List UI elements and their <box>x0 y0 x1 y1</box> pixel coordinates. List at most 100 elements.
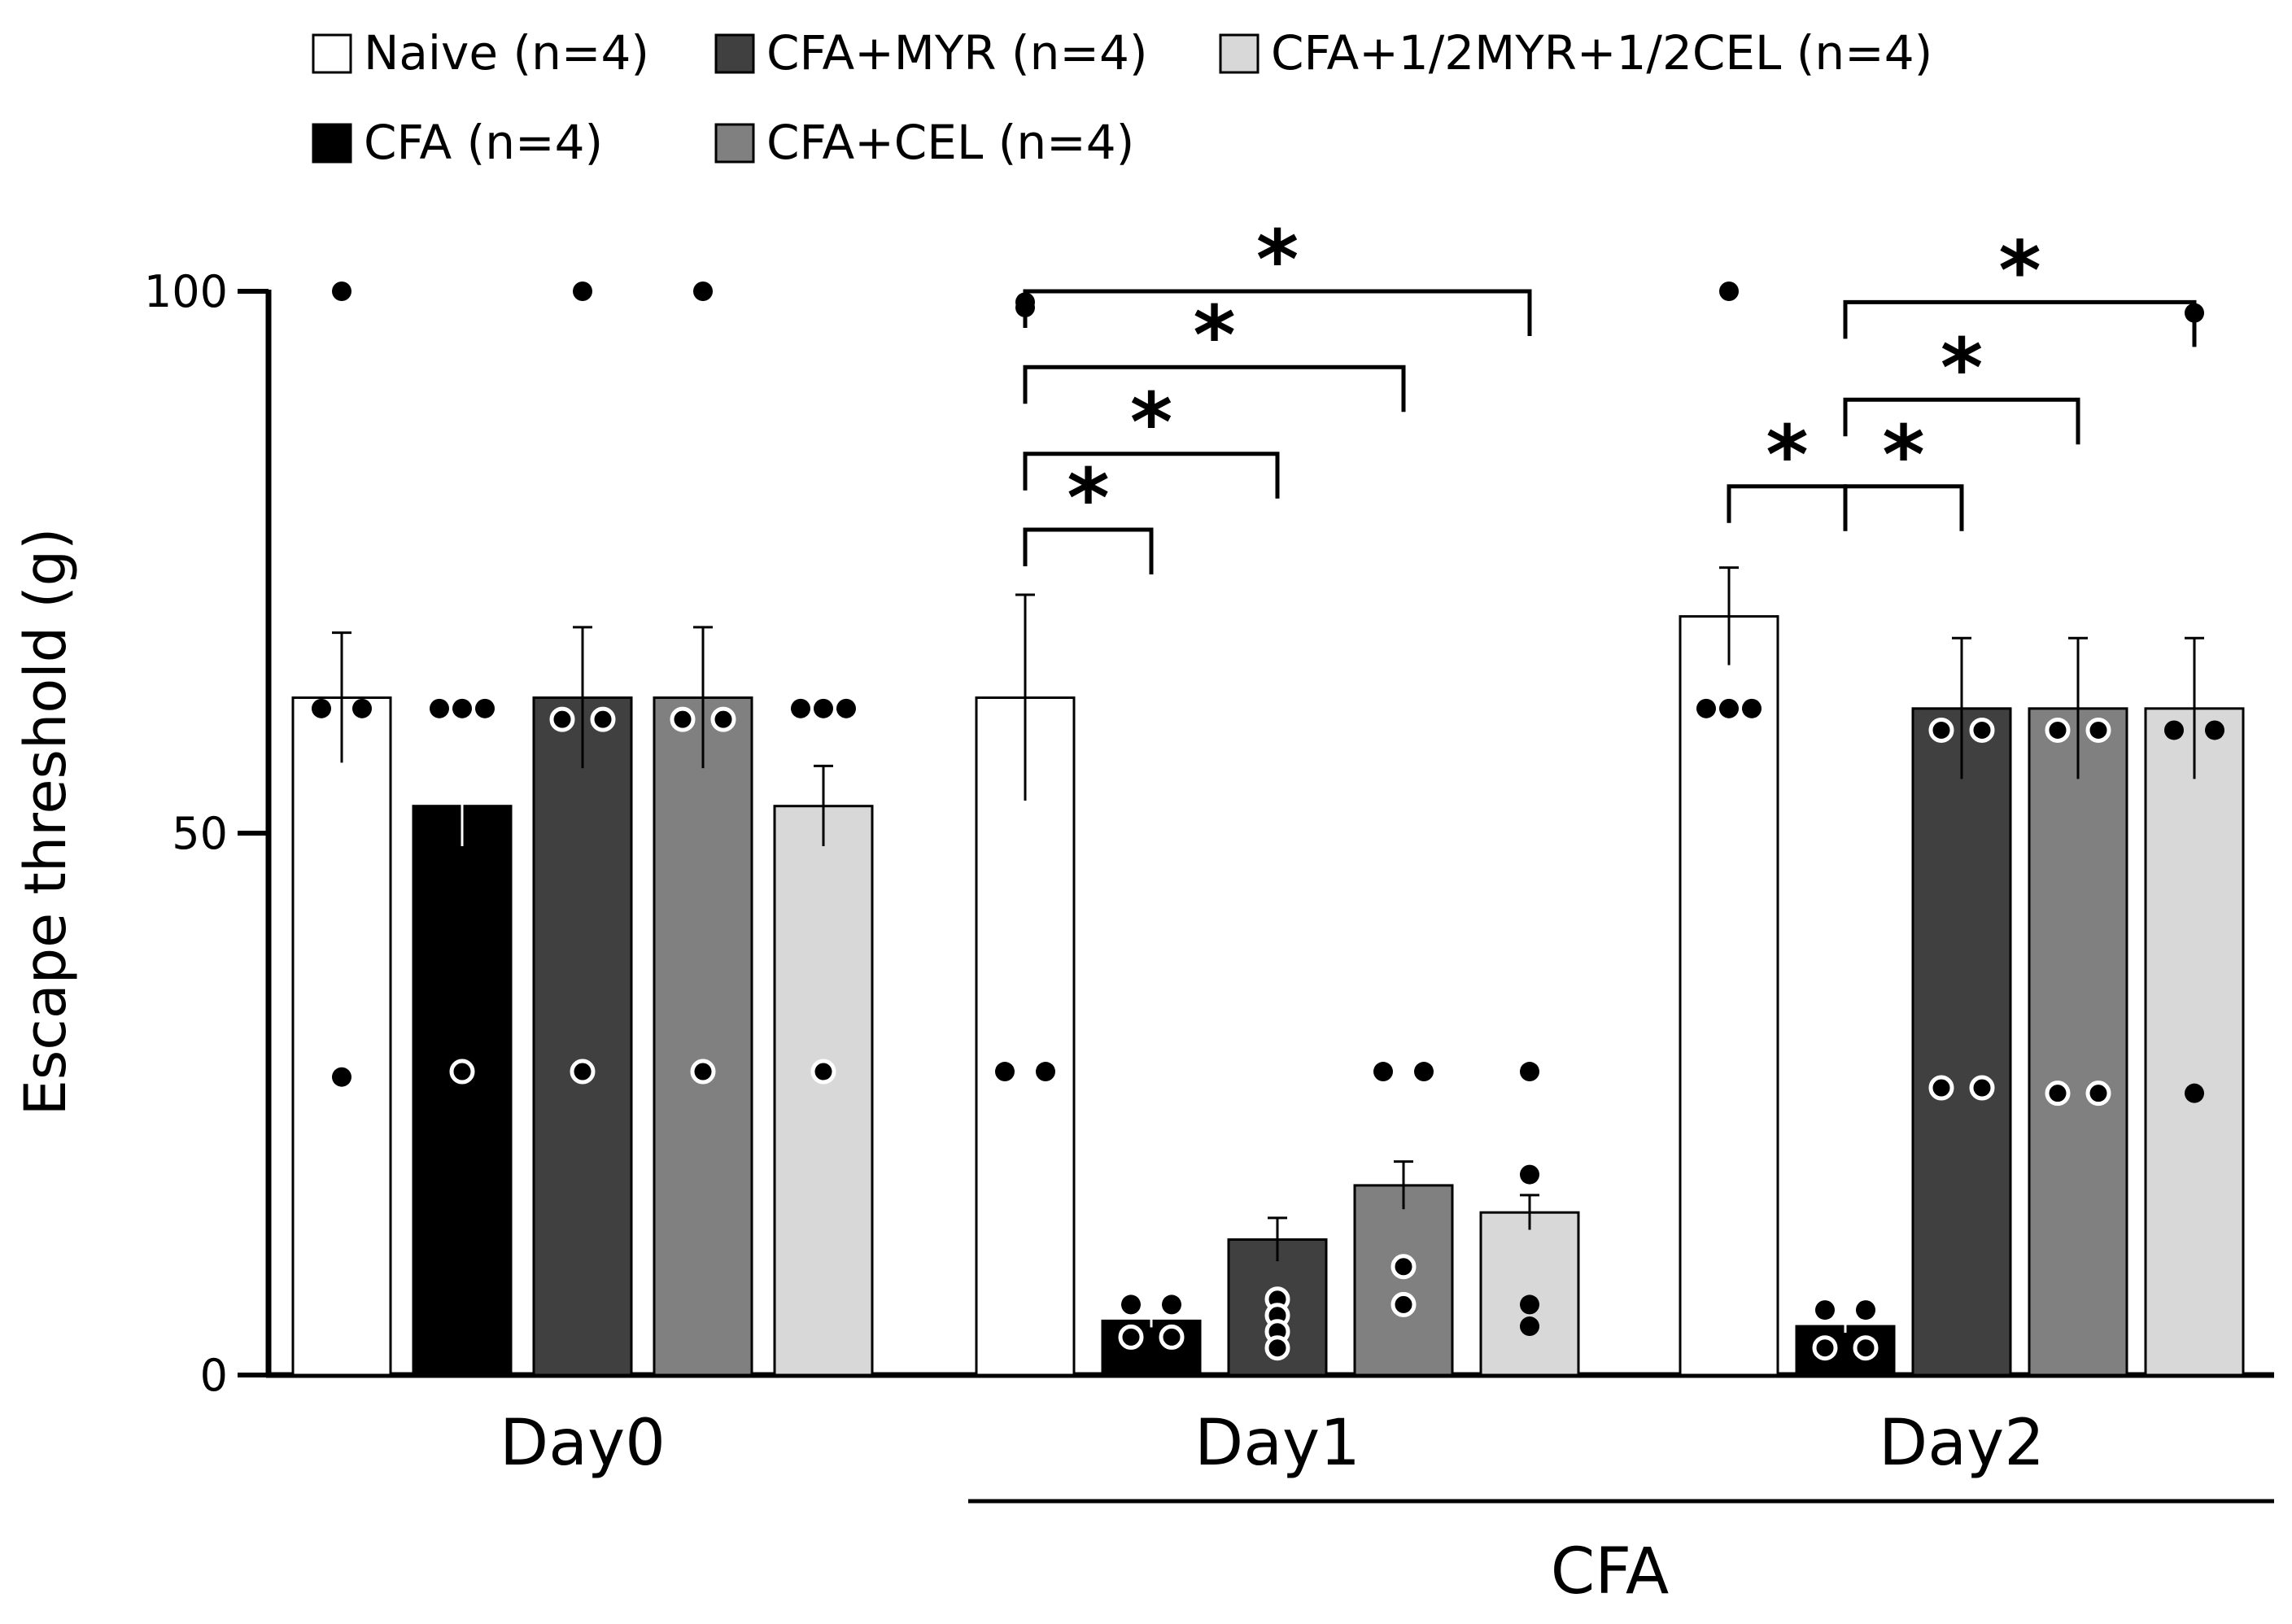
bar-day1-cfa-1-2myr-1-2cel-n-4-point-0 <box>1520 1062 1539 1082</box>
bar-day2-cfa-cel-n-4-point-3 <box>2085 1080 2111 1107</box>
legend-label-cfa-1-2myr-1-2cel-n-4: CFA+1/2MYR+1/2CEL (n=4) <box>1271 25 1932 81</box>
bar-day1-naive-n-4-point-2 <box>995 1062 1015 1082</box>
bar-day1-cfa-n-4-point-0 <box>1121 1294 1141 1315</box>
legend-label-cfa-myr-n-4: CFA+MYR (n=4) <box>766 25 1148 81</box>
group-label-day2: Day2 <box>1879 1407 2045 1480</box>
sig-bracket-day1-0-4 <box>1023 289 1532 336</box>
bar-day2-naive-n-4-point-3 <box>1742 698 1762 718</box>
group-label-day0: Day0 <box>500 1407 666 1480</box>
bar-day2-cfa-1-2myr-1-2cel-n-4-point-2 <box>2205 720 2224 740</box>
sig-bracket-day1-0-2 <box>1023 452 1280 499</box>
bar-day1-cfa-myr-n-4-point-3 <box>1264 1335 1290 1361</box>
bar-day0-cfa-n-4-point-0 <box>430 698 449 718</box>
legend-swatch-naive-n-4 <box>312 33 352 74</box>
sig-bracket-day1-0-3-star: * <box>1193 288 1235 383</box>
sig-bracket-day2-1-2 <box>1843 484 1964 531</box>
bar-day0-cfa-1-2myr-1-2cel-n-4-point-1 <box>814 698 833 718</box>
legend-label-cfa-n-4: CFA (n=4) <box>364 115 603 170</box>
sig-bracket-day2-1-3-star: * <box>1941 321 1983 416</box>
bar-day1-cfa-cel-n-4-point-0 <box>1373 1062 1393 1082</box>
bar-day2-naive-n-4 <box>1679 615 1779 1377</box>
bar-day0-cfa-cel-n-4-point-3 <box>690 1059 716 1085</box>
bar-day1-cfa-n-4 <box>1101 1319 1202 1377</box>
bar-day0-cfa-1-2myr-1-2cel-n-4 <box>773 805 874 1377</box>
bar-day2-cfa-myr-n-4 <box>1911 707 2012 1377</box>
bar-day1-cfa-1-2myr-1-2cel-n-4-point-1 <box>1520 1164 1539 1185</box>
bar-day0-naive-n-4-point-2 <box>352 698 372 718</box>
sig-bracket-day1-0-1 <box>1023 527 1154 575</box>
bar-day1-cfa-1-2myr-1-2cel-n-4 <box>1479 1211 1580 1377</box>
bar-day1-cfa-1-2myr-1-2cel-n-4-point-2 <box>1520 1294 1539 1315</box>
bar-day2-cfa-n-4 <box>1795 1325 1896 1377</box>
bar-day0-cfa-cel-n-4-point-1 <box>670 706 696 732</box>
legend-label-naive-n-4: Naive (n=4) <box>364 25 649 81</box>
bar-day1-naive-n-4 <box>975 696 1076 1377</box>
bar-day0-cfa-myr-n-4-point-0 <box>573 282 592 301</box>
bar-day2-cfa-cel-n-4-point-1 <box>2085 717 2111 743</box>
bar-day2-cfa-myr-n-4-point-3 <box>1969 1075 1995 1101</box>
bar-day0-cfa-1-2myr-1-2cel-n-4-point-2 <box>836 698 856 718</box>
bar-day2-cfa-n-4-point-2 <box>1812 1335 1838 1361</box>
sig-bracket-day2-1-2-star: * <box>1882 408 1924 503</box>
bar-day1-cfa-n-4-point-1 <box>1162 1294 1181 1315</box>
bar-day0-cfa-myr-n-4 <box>532 696 633 1377</box>
bar-day1-cfa-n-4-point-2 <box>1118 1324 1144 1350</box>
legend-label-cfa-cel-n-4: CFA+CEL (n=4) <box>766 115 1134 170</box>
bar-day2-cfa-cel-n-4 <box>2028 707 2128 1377</box>
bar-day0-cfa-myr-n-4-point-3 <box>570 1059 596 1085</box>
bar-day0-naive-n-4 <box>291 696 392 1377</box>
bar-day0-cfa-cel-n-4-point-0 <box>693 282 713 301</box>
bar-day2-cfa-n-4-point-3 <box>1853 1335 1879 1361</box>
legend-swatch-cfa-myr-n-4 <box>714 33 755 74</box>
sig-bracket-day1-0-2-star: * <box>1130 375 1172 470</box>
bar-day0-cfa-cel-n-4-point-2 <box>710 706 736 732</box>
group-label-day1: Day1 <box>1194 1407 1360 1480</box>
bar-day0-cfa-1-2myr-1-2cel-n-4-point-3 <box>810 1059 836 1085</box>
sig-bracket-day1-0-1-star: * <box>1067 451 1109 546</box>
legend-swatch-cfa-n-4 <box>312 123 352 164</box>
bar-day2-cfa-1-2myr-1-2cel-n-4-point-1 <box>2164 720 2184 740</box>
bar-day0-cfa-myr-n-4-point-1 <box>549 706 575 732</box>
bar-day0-naive-n-4-point-0 <box>332 282 351 301</box>
bar-day2-naive-n-4-point-0 <box>1719 282 1739 301</box>
y-tick-label-0: 0 <box>200 1350 228 1401</box>
legend-swatch-cfa-1-2myr-1-2cel-n-4 <box>1219 33 1260 74</box>
bar-day2-cfa-myr-n-4-point-2 <box>1928 1075 1954 1101</box>
cfa-bracket-label: CFA <box>1551 1535 1670 1609</box>
bar-day2-cfa-1-2myr-1-2cel-n-4 <box>2144 707 2245 1377</box>
y-tick-label-50: 50 <box>172 808 228 859</box>
bar-day1-cfa-cel-n-4-point-1 <box>1414 1062 1434 1082</box>
sig-bracket-day2-0-1-star: * <box>1766 408 1808 503</box>
bar-day2-cfa-n-4-point-1 <box>1856 1300 1875 1321</box>
sig-bracket-day2-1-4-star: * <box>1998 223 2041 318</box>
bar-day2-cfa-myr-n-4-point-0 <box>1928 717 1954 743</box>
bar-day0-cfa-cel-n-4 <box>653 696 753 1377</box>
sig-bracket-day2-1-4 <box>1843 299 2197 347</box>
bar-day1-naive-n-4-point-3 <box>1036 1062 1055 1082</box>
bar-day2-naive-n-4-point-2 <box>1719 698 1739 718</box>
bar-day0-cfa-myr-n-4-point-2 <box>590 706 616 732</box>
sig-bracket-day1-0-4-star: * <box>1256 212 1299 308</box>
bar-day2-cfa-myr-n-4-point-1 <box>1969 717 1995 743</box>
y-tick-label-100: 100 <box>144 266 228 317</box>
bar-day0-cfa-1-2myr-1-2cel-n-4-point-0 <box>791 698 810 718</box>
bar-day2-cfa-n-4-point-0 <box>1815 1300 1835 1321</box>
bar-day0-naive-n-4-point-3 <box>332 1067 351 1087</box>
bar-day1-cfa-cel-n-4 <box>1353 1184 1454 1377</box>
legend-swatch-cfa-cel-n-4 <box>714 123 755 164</box>
bar-day0-naive-n-4-point-1 <box>312 698 331 718</box>
bar-day0-cfa-n-4-point-2 <box>475 698 495 718</box>
sig-bracket-day1-0-3 <box>1023 365 1406 413</box>
bar-day1-cfa-1-2myr-1-2cel-n-4-point-3 <box>1520 1316 1539 1337</box>
bar-day1-cfa-cel-n-4-point-3 <box>1390 1291 1417 1317</box>
y-axis-label: Escape threshold (g) <box>12 528 79 1116</box>
bar-day2-cfa-cel-n-4-point-0 <box>2045 717 2071 743</box>
bar-day2-cfa-cel-n-4-point-2 <box>2045 1080 2071 1107</box>
bar-day2-cfa-1-2myr-1-2cel-n-4-point-3 <box>2185 1083 2204 1103</box>
bar-day0-cfa-n-4-point-1 <box>452 698 472 718</box>
bar-day2-naive-n-4-point-1 <box>1696 698 1716 718</box>
sig-bracket-day2-1-3 <box>1843 397 2080 445</box>
bar-day0-cfa-n-4-point-3 <box>449 1059 475 1085</box>
